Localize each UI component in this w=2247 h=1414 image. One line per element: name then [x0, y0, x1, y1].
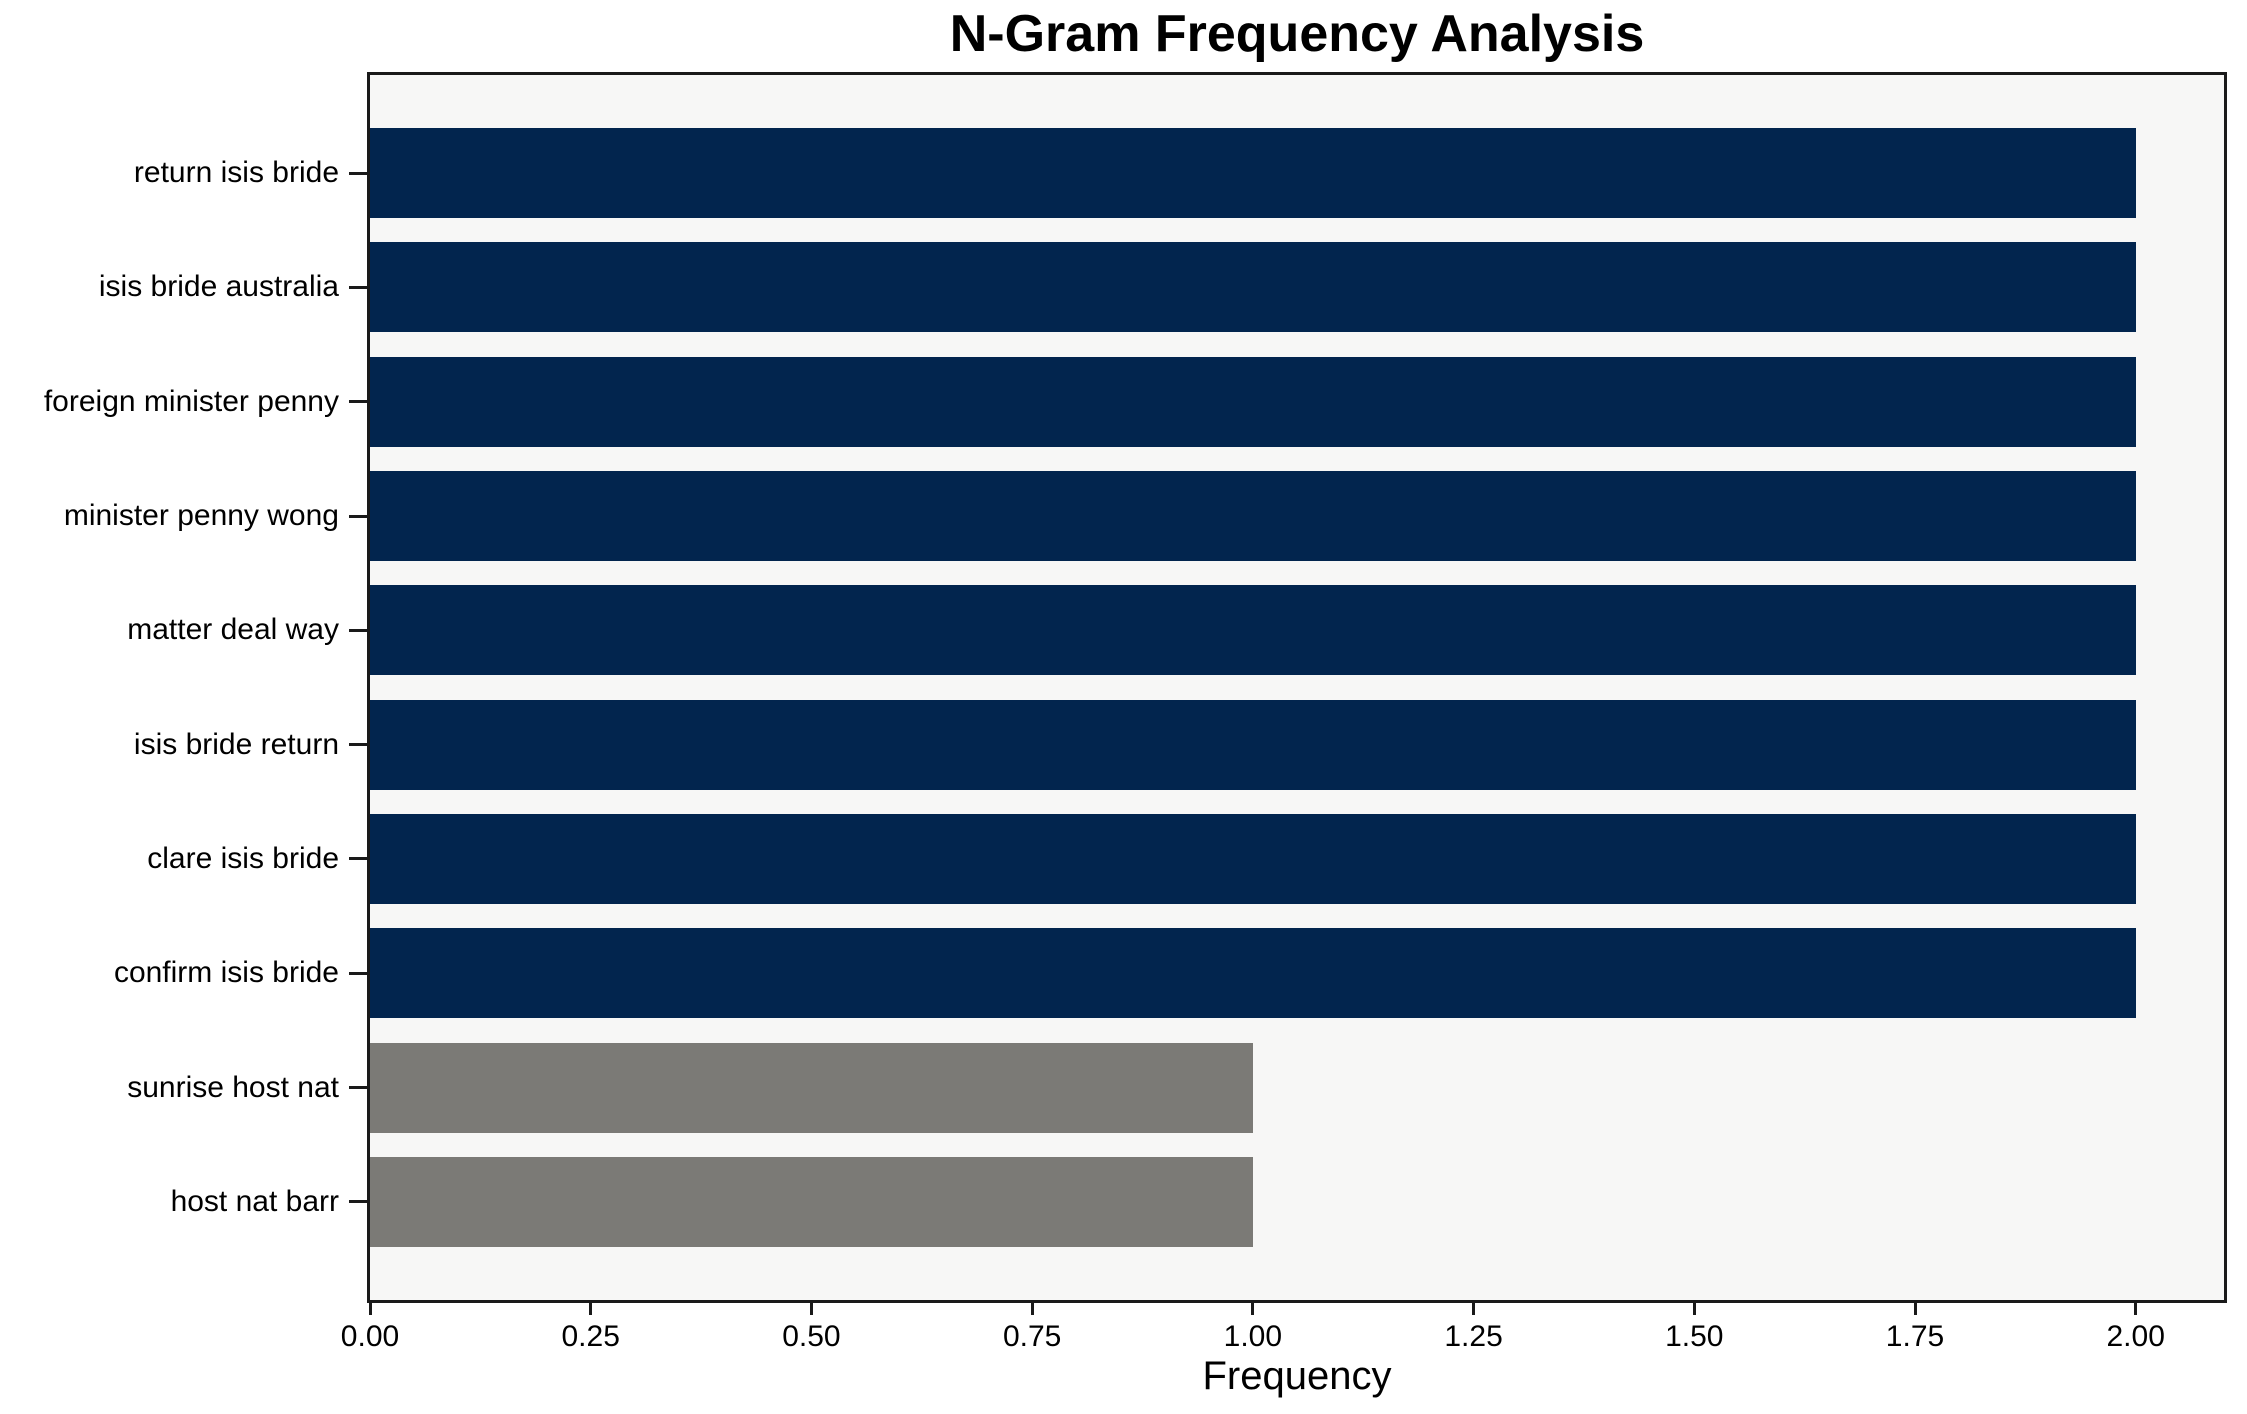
y-tick-7: [349, 971, 367, 975]
y-axis-label-6: clare isis bride: [147, 841, 339, 875]
x-tick-label-2: 0.50: [782, 1320, 841, 1353]
y-tick-9: [349, 1200, 367, 1204]
y-tick-5: [349, 743, 367, 747]
y-tick-3: [349, 514, 367, 518]
x-tick-8: [2134, 1303, 2138, 1315]
y-axis-label-7: confirm isis bride: [113, 956, 339, 990]
y-axis-label-4: matter deal way: [127, 613, 339, 647]
y-tick-8: [349, 1086, 367, 1090]
x-tick-5: [1472, 1303, 1476, 1315]
x-tick-0: [368, 1303, 372, 1315]
x-tick-1: [589, 1303, 593, 1315]
y-tick-4: [349, 628, 367, 632]
x-tick-4: [1251, 1303, 1255, 1315]
bar-2: [370, 356, 2136, 447]
x-tick-label-5: 1.25: [1444, 1320, 1503, 1353]
x-tick-label-8: 2.00: [2106, 1320, 2165, 1353]
x-tick-label-3: 0.75: [1002, 1320, 1062, 1353]
bar-6: [370, 813, 2136, 904]
bar-4: [370, 585, 2136, 676]
bar-9: [370, 1156, 1253, 1247]
x-tick-label-1: 0.25: [561, 1320, 620, 1353]
y-axis-label-5: isis bride return: [133, 727, 339, 761]
bar-5: [370, 699, 2136, 790]
x-tick-2: [809, 1303, 813, 1315]
x-tick-label-0: 0.00: [340, 1320, 400, 1353]
x-tick-label-4: 1.00: [1223, 1320, 1283, 1353]
x-tick-6: [1692, 1303, 1696, 1315]
bar-0: [370, 128, 2136, 218]
y-tick-2: [349, 400, 367, 404]
y-tick-6: [349, 857, 367, 861]
bar-1: [370, 242, 2136, 333]
y-axis-label-1: isis bride australia: [98, 270, 339, 304]
x-axis-label: Frequency: [1202, 1354, 1392, 1398]
y-axis-label-0: return isis bride: [133, 156, 339, 189]
y-tick-1: [349, 285, 367, 289]
y-axis-label-3: minister penny wong: [63, 499, 339, 532]
plot-area: [367, 72, 2227, 1303]
bar-3: [370, 471, 2136, 561]
x-tick-label-7: 1.75: [1885, 1320, 1945, 1353]
x-tick-3: [1030, 1303, 1034, 1315]
bar-7: [370, 928, 2136, 1019]
bar-8: [370, 1042, 1253, 1133]
y-axis-label-2: foreign minister penny: [43, 384, 339, 418]
x-tick-label-6: 1.50: [1665, 1320, 1724, 1353]
chart-title: N-Gram Frequency Analysis: [949, 5, 1645, 63]
y-axis-label-8: sunrise host nat: [127, 1070, 339, 1104]
y-axis-label-9: host nat barr: [170, 1184, 339, 1218]
x-tick-7: [1913, 1303, 1917, 1315]
y-tick-0: [349, 171, 367, 175]
